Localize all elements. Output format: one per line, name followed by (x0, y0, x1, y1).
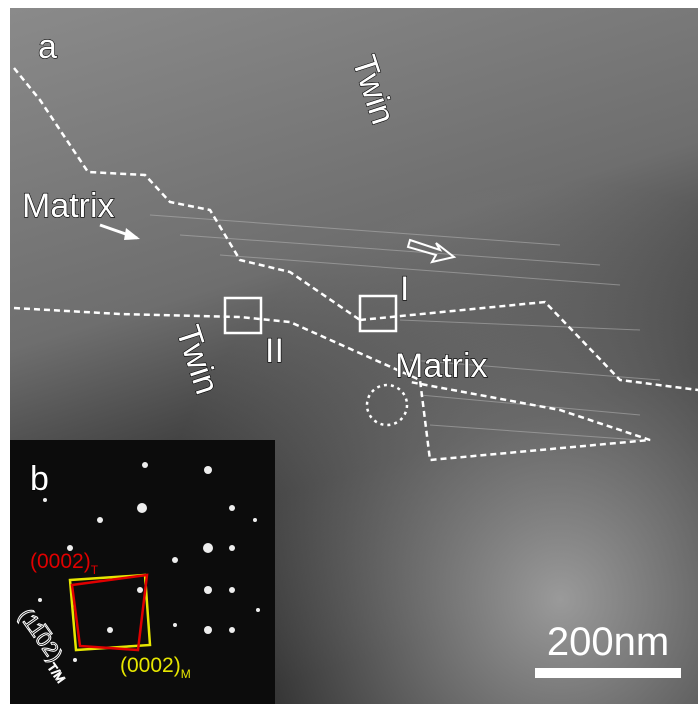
scale-bar (535, 668, 681, 678)
panel-label: b (30, 460, 49, 498)
spot-sub: M (181, 667, 191, 681)
spot-text: (0002) (30, 550, 91, 573)
matrix-label: Matrix (395, 347, 488, 385)
panel-b: b (0002)T (0002)M (11̅02)T/M (10, 440, 275, 704)
panel-label: a (38, 28, 57, 66)
spot-sub: T (91, 563, 99, 577)
marker-label: II (265, 332, 284, 370)
scale-bar-label: 200nm (547, 620, 669, 664)
marker-label: I (400, 270, 409, 308)
micrograph: a Twin Matrix I II Twin Matrix b (0002)T… (0, 0, 698, 704)
spot-text: (0002) (120, 654, 181, 677)
matrix-label: Matrix (22, 187, 115, 225)
spot-label: (0002)T (30, 550, 99, 577)
spot-label: (0002)M (120, 654, 191, 681)
